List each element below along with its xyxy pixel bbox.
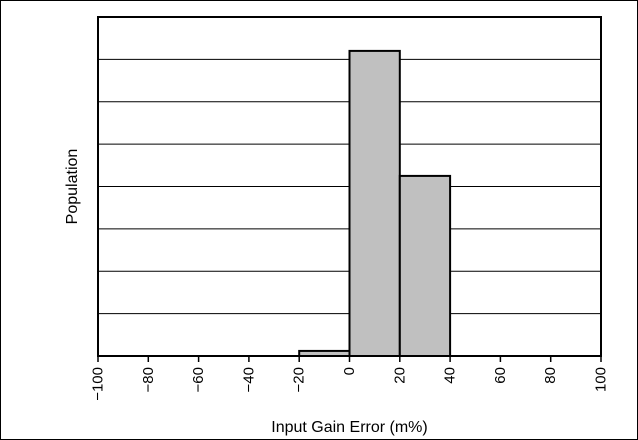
histogram-bar — [398, 174, 452, 357]
x-axis-label: Input Gain Error (m%) — [271, 419, 427, 436]
x-tick-label: −60 — [190, 367, 207, 392]
x-tick-label: −80 — [140, 367, 157, 392]
x-tick-label: 0 — [341, 367, 358, 375]
x-ticks — [97, 356, 602, 362]
x-tick-label: −100 — [90, 367, 107, 401]
x-tick-labels: −100 −80 −60 −40 −20 0 20 40 60 80 100 — [90, 367, 610, 401]
x-tick-label: −40 — [240, 367, 257, 392]
bars — [298, 49, 452, 358]
x-tick-label: 80 — [542, 367, 559, 384]
histogram-bar — [348, 49, 401, 358]
x-tick-label: 100 — [593, 367, 610, 392]
x-tick-label: 20 — [391, 367, 408, 384]
x-tick-label: 40 — [442, 367, 459, 384]
x-tick-label: 60 — [492, 367, 509, 384]
y-axis-label: Population — [64, 149, 81, 225]
x-tick-label: −20 — [291, 367, 308, 392]
